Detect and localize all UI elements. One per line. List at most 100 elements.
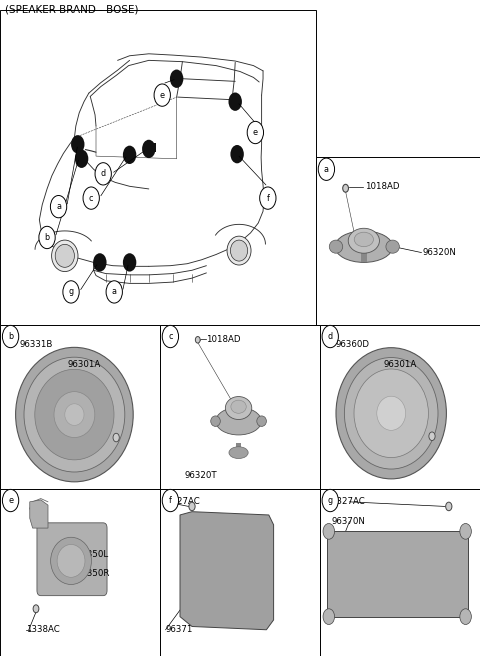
Text: 96301A: 96301A — [384, 359, 417, 369]
Text: b: b — [45, 233, 49, 242]
Polygon shape — [327, 531, 468, 617]
Bar — [160, 325, 320, 489]
Text: a: a — [56, 202, 61, 211]
Ellipse shape — [54, 392, 95, 438]
Ellipse shape — [377, 396, 406, 430]
Ellipse shape — [348, 228, 380, 253]
Ellipse shape — [230, 240, 248, 261]
Ellipse shape — [336, 348, 446, 479]
Circle shape — [83, 187, 99, 209]
Ellipse shape — [229, 447, 248, 459]
Bar — [320, 489, 480, 656]
Text: c: c — [89, 194, 94, 203]
Text: 96371: 96371 — [166, 625, 193, 634]
Text: 1327AC: 1327AC — [331, 497, 365, 506]
Circle shape — [460, 523, 471, 539]
Text: 96331B: 96331B — [19, 340, 53, 349]
Ellipse shape — [257, 416, 266, 426]
FancyBboxPatch shape — [37, 523, 107, 596]
Text: g: g — [69, 287, 73, 297]
Circle shape — [154, 84, 170, 106]
Text: d: d — [101, 169, 106, 178]
Ellipse shape — [16, 348, 133, 482]
Circle shape — [323, 609, 335, 625]
Text: c: c — [168, 332, 173, 341]
Ellipse shape — [343, 184, 348, 192]
Text: g: g — [328, 496, 333, 505]
Circle shape — [162, 325, 179, 348]
Ellipse shape — [354, 232, 373, 247]
Ellipse shape — [231, 400, 246, 413]
Text: 96350L: 96350L — [77, 550, 109, 559]
Circle shape — [322, 489, 338, 512]
Circle shape — [50, 195, 67, 218]
Text: e: e — [8, 496, 13, 505]
Text: 1018AD: 1018AD — [365, 182, 399, 192]
Ellipse shape — [226, 396, 252, 420]
Text: 96360D: 96360D — [336, 340, 370, 349]
Text: f: f — [266, 194, 269, 203]
Ellipse shape — [344, 358, 438, 469]
Circle shape — [2, 325, 19, 348]
Ellipse shape — [354, 369, 428, 458]
Bar — [320, 325, 480, 489]
Polygon shape — [30, 500, 48, 528]
Ellipse shape — [55, 245, 74, 268]
Circle shape — [460, 609, 471, 625]
Ellipse shape — [445, 502, 452, 510]
Ellipse shape — [329, 240, 343, 253]
Ellipse shape — [386, 240, 399, 253]
Ellipse shape — [189, 502, 195, 510]
Circle shape — [123, 253, 136, 272]
Bar — [0, 489, 160, 656]
Circle shape — [39, 226, 55, 249]
Circle shape — [71, 135, 84, 154]
Ellipse shape — [113, 433, 119, 442]
Text: 1327AC: 1327AC — [166, 497, 199, 506]
Circle shape — [75, 150, 88, 168]
Text: a: a — [324, 165, 329, 174]
Circle shape — [228, 92, 242, 111]
Circle shape — [63, 281, 79, 303]
Bar — [146, 143, 156, 152]
Circle shape — [247, 121, 264, 144]
Text: a: a — [112, 287, 117, 297]
Circle shape — [142, 140, 156, 158]
Ellipse shape — [50, 537, 91, 584]
Bar — [0, 10, 316, 325]
Circle shape — [322, 325, 338, 348]
Circle shape — [106, 281, 122, 303]
Text: 96320N: 96320N — [422, 248, 456, 257]
Text: 1338AC: 1338AC — [26, 625, 60, 634]
Text: 96301A: 96301A — [67, 359, 100, 369]
Circle shape — [318, 158, 335, 180]
Polygon shape — [180, 512, 274, 630]
Circle shape — [323, 523, 335, 539]
Bar — [0, 325, 160, 489]
Ellipse shape — [35, 369, 114, 460]
Ellipse shape — [65, 403, 84, 426]
Circle shape — [162, 489, 179, 512]
Text: (SPEAKER BRAND - BOSE): (SPEAKER BRAND - BOSE) — [5, 5, 138, 14]
Text: 1018AD: 1018AD — [206, 335, 241, 344]
Circle shape — [260, 187, 276, 209]
Bar — [236, 443, 241, 457]
Ellipse shape — [429, 432, 435, 441]
Text: f: f — [169, 496, 172, 505]
Ellipse shape — [216, 407, 261, 435]
Circle shape — [230, 145, 244, 163]
Circle shape — [2, 489, 19, 512]
Ellipse shape — [52, 240, 78, 272]
Text: e: e — [160, 91, 165, 100]
Text: d: d — [328, 332, 333, 341]
Text: 96370N: 96370N — [331, 517, 365, 526]
Ellipse shape — [24, 357, 125, 472]
Text: b: b — [8, 332, 13, 341]
Bar — [361, 246, 367, 262]
Bar — [160, 489, 320, 656]
Text: 96350R: 96350R — [77, 569, 110, 579]
Text: 96320T: 96320T — [185, 471, 217, 480]
Ellipse shape — [211, 416, 220, 426]
Ellipse shape — [57, 544, 85, 577]
Ellipse shape — [335, 231, 393, 262]
